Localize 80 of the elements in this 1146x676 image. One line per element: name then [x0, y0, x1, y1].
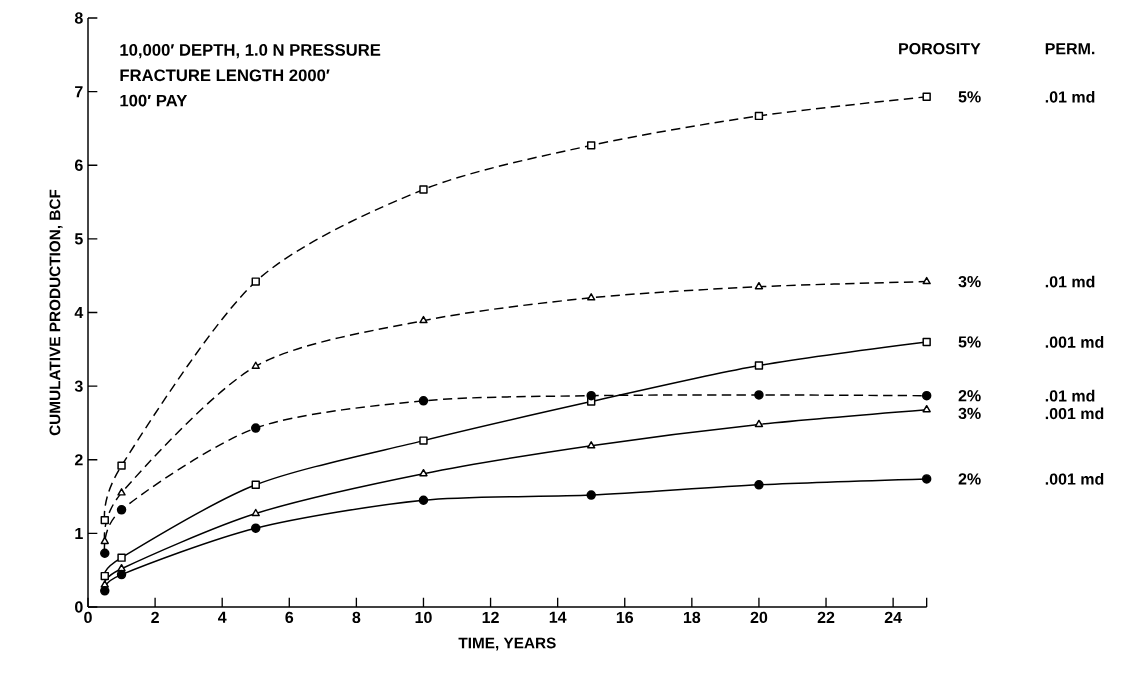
- y-tick-label: 0: [75, 601, 83, 613]
- point: [116, 505, 127, 515]
- annotation: 100′ PAY: [120, 94, 188, 107]
- point: [100, 536, 109, 545]
- x-tick-label: 16: [616, 611, 634, 624]
- point: [921, 390, 932, 401]
- series-label: 3%: [958, 407, 981, 420]
- point: [100, 548, 110, 558]
- point: [754, 419, 764, 428]
- point: [251, 480, 260, 489]
- point: [587, 293, 596, 301]
- point: [586, 490, 596, 500]
- point: [100, 586, 110, 596]
- series-label: 5%: [958, 91, 981, 103]
- y-tick-label: 2: [74, 454, 83, 466]
- x-axis-title: TIME, YEARS: [458, 637, 556, 651]
- text: .01 md: [1045, 389, 1095, 402]
- annotation: FRACTURE LENGTH 2000′: [120, 69, 330, 82]
- x-tick-label: 12: [482, 611, 499, 623]
- y-tick-label: 3: [74, 380, 83, 392]
- series-label: 2%: [958, 473, 981, 485]
- y-axis-title: CUMULATIVE PRODUCTION, BCF: [49, 189, 63, 436]
- series-label: 3%: [958, 275, 981, 288]
- series-label: 2%: [958, 390, 981, 402]
- y-tick-label: 6: [74, 159, 83, 171]
- point: [922, 276, 931, 285]
- point: [116, 569, 127, 580]
- x-tick-label: 4: [217, 611, 227, 623]
- point: [418, 396, 429, 406]
- text: PERM.: [1045, 43, 1095, 55]
- point: [117, 553, 126, 562]
- text: .01 md: [1045, 275, 1095, 288]
- point: [419, 315, 428, 324]
- x-tick-label: 10: [415, 611, 432, 624]
- y-tick-label: 1: [75, 527, 83, 539]
- text: .001 md: [1045, 473, 1104, 485]
- x-tick-label: 18: [683, 611, 701, 624]
- point: [754, 281, 764, 290]
- point: [100, 515, 109, 525]
- text: .001 md: [1045, 407, 1104, 420]
- text: .001 md: [1045, 336, 1104, 348]
- point: [754, 480, 764, 490]
- y-tick-label: 5: [74, 233, 83, 245]
- point: [117, 461, 126, 470]
- point: [922, 404, 931, 413]
- text: .01 md: [1045, 90, 1095, 103]
- point: [117, 488, 126, 496]
- x-tick-label: 8: [352, 611, 361, 624]
- point: [251, 508, 260, 517]
- point: [754, 390, 764, 400]
- point: [419, 185, 428, 194]
- point: [587, 441, 596, 449]
- y-tick-label: 8: [74, 12, 83, 24]
- x-tick-label: 24: [884, 611, 902, 623]
- point: [754, 111, 764, 121]
- x-tick-label: 6: [285, 611, 294, 624]
- y-tick-label: 7: [75, 86, 83, 98]
- annotation: POROSITY: [899, 43, 981, 55]
- y-tick-label: 4: [74, 307, 84, 318]
- x-tick-label: 14: [549, 611, 567, 623]
- x-tick-label: 2: [151, 611, 159, 623]
- point: [419, 469, 428, 477]
- point: [100, 571, 109, 581]
- point: [419, 436, 428, 445]
- point: [922, 337, 931, 347]
- series-label: 5%: [958, 336, 981, 348]
- point: [587, 141, 596, 150]
- point: [251, 361, 260, 369]
- point: [921, 474, 932, 484]
- x-tick-label: 22: [817, 611, 835, 623]
- annotation: 10,000′ DEPTH, 1.0 N PRESSURE: [120, 44, 381, 59]
- x-tick-label: 0: [84, 611, 92, 624]
- point: [922, 92, 931, 101]
- point: [754, 361, 764, 370]
- point: [251, 423, 261, 433]
- point: [251, 277, 260, 286]
- point: [251, 523, 261, 533]
- point: [418, 495, 429, 505]
- point: [586, 390, 596, 401]
- x-tick-label: 20: [750, 611, 768, 624]
